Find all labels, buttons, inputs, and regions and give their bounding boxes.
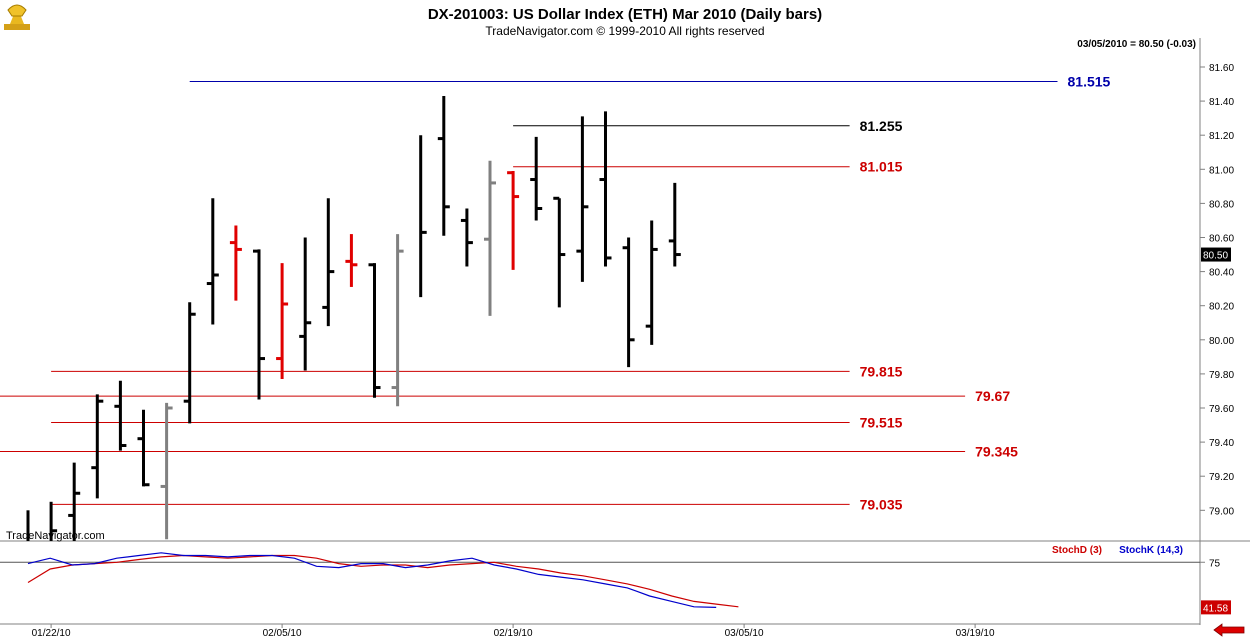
y-tick-label: 79.80 xyxy=(1209,370,1234,381)
price-axis: 81.60 81.40 81.20 81.00 80.80 80.60 80.40 80.20… xyxy=(1200,63,1234,517)
ohlc-bar xyxy=(391,234,404,407)
stoch-tag-label: 41.58 xyxy=(1203,603,1228,614)
level-label: 79.345 xyxy=(975,443,1018,459)
y-tick-label: 79.60 xyxy=(1209,404,1234,415)
y-tick-label: 80.60 xyxy=(1209,233,1234,244)
ohlc-bar xyxy=(114,380,127,451)
trophy-icon xyxy=(4,4,30,30)
watermark: TradeNavigator.com xyxy=(6,530,105,542)
y-tick-label: 80.80 xyxy=(1209,199,1234,210)
level-label: 79.67 xyxy=(975,388,1010,404)
ohlc-bar xyxy=(322,198,335,327)
ohlc-bar xyxy=(484,160,496,316)
ohlc-bar xyxy=(206,198,219,325)
level-label: 81.515 xyxy=(1068,73,1111,89)
chart-title: DX-201003: US Dollar Index (ETH) Mar 201… xyxy=(428,6,822,23)
chart-subtitle: TradeNavigator.com © 1999-2010 All right… xyxy=(485,24,764,38)
ohlc-bar xyxy=(49,501,58,541)
y-tick-label: 81.20 xyxy=(1209,131,1234,142)
ohlc-bar xyxy=(91,394,104,499)
x-tick-label: 01/22/10 xyxy=(32,628,71,639)
price-tag-label: 80.50 xyxy=(1203,251,1228,262)
ohlc-bar xyxy=(419,135,427,298)
ohlc-bar xyxy=(229,225,242,301)
ohlc-bar xyxy=(553,196,566,308)
ohlc-bar xyxy=(576,116,589,282)
ohlc-bar xyxy=(276,263,289,380)
level-label: 79.515 xyxy=(860,414,903,430)
y-tick-label: 81.00 xyxy=(1209,165,1234,176)
stoch-k-legend: StochK (14,3) xyxy=(1119,545,1183,556)
ohlc-bar xyxy=(460,208,473,267)
ohlc-bar xyxy=(299,237,312,371)
x-tick-label: 03/19/10 xyxy=(956,628,995,639)
logo xyxy=(4,4,30,30)
level-label: 81.015 xyxy=(860,159,903,175)
ohlc-bar xyxy=(137,409,150,487)
level-label: 79.035 xyxy=(860,496,903,512)
last-value-readout: 03/05/2010 = 80.50 (-0.03) xyxy=(1077,39,1196,50)
red-left-arrow-icon[interactable] xyxy=(1213,623,1245,637)
price-tag-bg xyxy=(1201,247,1231,262)
date-axis: 01/22/10 02/05/10 02/19/10 03/05/10 03/19/10 xyxy=(32,624,995,639)
ohlc-bar xyxy=(68,462,81,541)
ohlc-bar xyxy=(530,136,543,221)
ohlc-bars xyxy=(26,95,681,541)
y-tick-label: 80.00 xyxy=(1209,336,1234,347)
level-label: 81.255 xyxy=(860,118,903,134)
y-tick-label: 80.40 xyxy=(1209,268,1234,279)
ohlc-bar xyxy=(622,237,635,368)
current-price-tag: 80.50 xyxy=(1201,247,1231,262)
y-tick-label: 79.00 xyxy=(1209,506,1234,517)
stoch-k-line xyxy=(27,552,717,608)
ohlc-bar xyxy=(599,111,612,267)
ohlc-bar xyxy=(668,182,681,267)
ohlc-bar xyxy=(368,263,381,398)
x-tick-label: 03/05/10 xyxy=(725,628,764,639)
stoch-d-legend: StochD (3) xyxy=(1052,545,1102,556)
ohlc-bar xyxy=(345,234,358,287)
support-resistance-levels: 81.515 81.255 81.015 79.815 79.67 79.515 79.34… xyxy=(0,73,1111,512)
y-tick-label: 81.60 xyxy=(1209,63,1234,74)
ohlc-bar xyxy=(645,220,658,345)
y-tick-label: 79.20 xyxy=(1209,472,1234,483)
ohlc-bar xyxy=(437,95,450,236)
y-tick-label: 79.40 xyxy=(1209,438,1234,449)
level-label: 79.815 xyxy=(860,363,903,379)
ohlc-bar xyxy=(253,249,265,400)
x-tick-label: 02/19/10 xyxy=(494,628,533,639)
ohlc-bar xyxy=(507,170,520,270)
y-tick-label: 80.20 xyxy=(1209,302,1234,313)
y-tick-label: 81.40 xyxy=(1209,97,1234,108)
stochastic-panel: 75 41.58 xyxy=(0,552,1231,615)
stoch-d-line xyxy=(27,554,739,608)
ohlc-bar xyxy=(183,302,196,424)
stoch-tag-bg xyxy=(1201,600,1231,615)
ohlc-bar xyxy=(160,402,173,540)
stoch-level-label: 75 xyxy=(1209,558,1221,569)
x-tick-label: 02/05/10 xyxy=(263,628,302,639)
